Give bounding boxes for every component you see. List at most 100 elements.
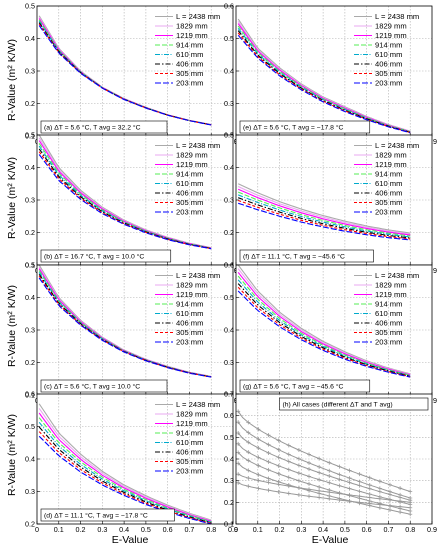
y-tick-label: 0.3 [224, 196, 234, 205]
data-marker [317, 488, 322, 493]
plot-frame [235, 393, 433, 525]
data-marker [307, 487, 312, 492]
series-line [237, 283, 411, 377]
x-tick-label: 0.7 [383, 525, 393, 534]
legend-entry: 305 mm [176, 457, 203, 466]
y-tick-label: 0.4 [224, 455, 234, 464]
plot-area [236, 394, 432, 524]
legend-entry: 203 mm [176, 79, 203, 88]
data-marker [236, 409, 241, 414]
series-line [238, 199, 411, 240]
legend-entry: 1219 mm [176, 290, 208, 299]
y-tick-label: 0.2 [25, 228, 35, 237]
series-line [237, 279, 411, 377]
series-line [237, 185, 411, 235]
legend-entry: 203 mm [375, 79, 402, 88]
data-marker [236, 480, 241, 485]
y-tick-label: 0.3 [224, 358, 234, 367]
panel-label: (e) ΔT = 5.6 °C, T avg = −17.8 °C [243, 124, 344, 132]
panel-a: 00.10.20.30.40.50.60.70.80.90.10.20.30.4… [25, 2, 238, 147]
panel-c: 00.10.20.30.40.50.60.70.80.90.10.20.30.4… [25, 261, 238, 406]
data-marker [286, 484, 291, 489]
series-line [237, 194, 411, 238]
legend-entry: 305 mm [176, 328, 203, 337]
y-tick-label: 0.4 [224, 326, 234, 335]
x-tick-label: 0.6 [362, 525, 372, 534]
plot-frame [36, 393, 234, 525]
data-marker [256, 455, 261, 460]
data-marker [317, 456, 322, 461]
legend-entry: 610 mm [176, 50, 203, 59]
x-tick-label: 0.2 [275, 525, 285, 534]
panel-group: 00.10.20.30.40.50.60.70.80.90.10.20.30.4… [25, 2, 437, 535]
y-tick-label: 0.5 [224, 293, 234, 302]
data-marker [286, 475, 291, 480]
legend-entry: 914 mm [375, 41, 402, 50]
legend-entry: L = 2438 mm [176, 271, 220, 280]
data-marker [317, 477, 322, 482]
data-marker [327, 474, 332, 479]
legend-entry: 1219 mm [375, 290, 407, 299]
data-marker [398, 504, 403, 509]
data-marker [296, 478, 301, 483]
data-marker [266, 488, 271, 493]
data-marker [246, 468, 251, 473]
x-tick-label: 0.9 [228, 525, 238, 534]
data-marker [236, 431, 241, 435]
y-tick-label: 0.2 [224, 498, 234, 507]
data-marker [408, 500, 413, 505]
data-marker [256, 478, 261, 483]
y-tick-label: 0.1 [25, 132, 35, 141]
data-marker [307, 460, 312, 465]
data-marker [357, 479, 362, 484]
y-tick-label: 0.6 [224, 261, 234, 270]
y-tick-label: 0.6 [224, 2, 234, 11]
data-marker [408, 512, 413, 517]
y-tick-label: 0.4 [25, 455, 35, 464]
x-tick-label: 0.8 [206, 525, 216, 534]
legend-entry: 203 mm [176, 467, 203, 476]
series-line [237, 421, 411, 499]
data-marker [286, 443, 291, 448]
y-tick-label: 0.5 [25, 2, 35, 11]
series-line [237, 27, 411, 133]
x-tick-label: 0.5 [141, 525, 151, 534]
data-marker [387, 497, 392, 502]
panel-label-box [40, 508, 175, 522]
panel-label: (b) ΔT = 16.7 °C, T avg = 10.0 °C [44, 253, 144, 261]
series-line [237, 432, 411, 501]
data-marker [367, 483, 372, 488]
data-marker [286, 467, 291, 472]
data-marker [307, 474, 312, 479]
data-marker [367, 475, 372, 480]
data-marker [347, 499, 352, 504]
data-marker [276, 455, 281, 460]
data-marker [357, 483, 362, 488]
x-tick-label: 0.5 [340, 525, 350, 534]
panel-b: 00.10.20.30.40.50.60.70.80.90.10.20.30.4… [25, 131, 238, 276]
x-tick-label: 0.9 [427, 525, 437, 534]
panel-label: (a) ΔT = 5.6 °C, T avg = 32.2 °C [44, 124, 141, 132]
series-line [38, 435, 212, 525]
y-tick-label: 0.3 [25, 326, 35, 335]
legend-entry: 305 mm [375, 328, 402, 337]
legend-entry: L = 2438 mm [176, 400, 220, 409]
legend-entry: 203 mm [375, 338, 402, 347]
x-tick-label: 0.7 [184, 525, 194, 534]
data-marker [337, 464, 342, 469]
y-tick-label: 0.3 [224, 476, 234, 485]
legend-entry: L = 2438 mm [375, 12, 419, 21]
data-marker [266, 476, 271, 481]
series-line [237, 275, 411, 376]
data-marker [276, 489, 281, 494]
series-line [237, 34, 411, 134]
data-marker [296, 492, 301, 497]
x-tick-label: 0.3 [296, 525, 306, 534]
data-marker [296, 471, 301, 476]
data-marker [317, 470, 322, 475]
series-line [38, 431, 212, 524]
legend-entry: 914 mm [176, 429, 203, 438]
x-tick-label: 0.1 [54, 525, 64, 534]
legend-entry: 406 mm [176, 189, 203, 198]
legend-entry: 610 mm [375, 309, 402, 318]
